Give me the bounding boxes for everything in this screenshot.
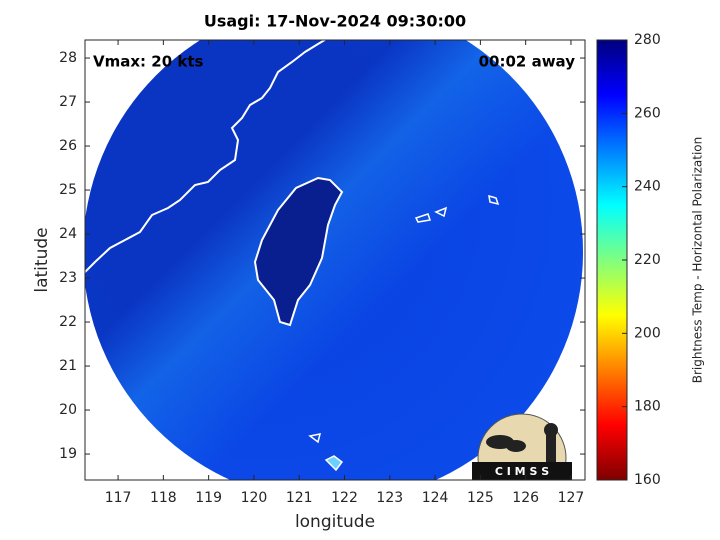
colorbar-tick-label: 220 bbox=[634, 252, 661, 268]
y-tick-label: 27 bbox=[59, 94, 77, 110]
annotation: 00:02 away bbox=[479, 53, 576, 71]
y-tick-label: 22 bbox=[59, 314, 77, 330]
x-tick-label: 127 bbox=[558, 490, 585, 506]
y-tick-label: 20 bbox=[59, 402, 77, 418]
x-tick-label: 124 bbox=[422, 490, 449, 506]
y-tick-label: 23 bbox=[59, 270, 77, 286]
y-tick-label: 26 bbox=[59, 138, 77, 154]
colorbar-tick-label: 200 bbox=[634, 325, 661, 341]
x-tick-label: 120 bbox=[241, 490, 268, 506]
colorbar-tick-label: 180 bbox=[634, 399, 661, 415]
colorbar-tick-label: 280 bbox=[634, 32, 661, 48]
y-axis-label: latitude bbox=[32, 227, 52, 292]
taiwan bbox=[253, 176, 344, 327]
plot-frame bbox=[84, 39, 586, 481]
colorbar-label: Brightness Temp - Horizontal Polarizatio… bbox=[691, 137, 705, 384]
y-tick-label: 21 bbox=[59, 358, 77, 374]
y-tick-label: 24 bbox=[59, 226, 77, 242]
logo-text: C I M S S bbox=[495, 465, 549, 478]
imagery: C I M S S bbox=[85, 40, 585, 480]
y-tick-label: 19 bbox=[59, 446, 77, 462]
colorbar-tick-label: 240 bbox=[634, 179, 661, 195]
x-tick-label: 118 bbox=[150, 490, 177, 506]
x-tick-label: 121 bbox=[286, 490, 313, 506]
y-tick-label: 28 bbox=[59, 50, 77, 66]
annotation: Vmax: 20 kts bbox=[93, 53, 203, 71]
cimss-logo: C I M S S bbox=[472, 413, 572, 480]
x-tick-label: 126 bbox=[512, 490, 539, 506]
y-tick-label: 25 bbox=[59, 182, 77, 198]
x-tick-label: 117 bbox=[105, 490, 132, 506]
x-tick-label: 125 bbox=[467, 490, 494, 506]
colorbar-tick-label: 160 bbox=[634, 472, 661, 488]
x-tick-label: 122 bbox=[331, 490, 358, 506]
x-tick-label: 119 bbox=[195, 490, 222, 506]
x-axis-label: longitude bbox=[295, 512, 375, 532]
coastline bbox=[85, 40, 327, 273]
x-tick-label: 123 bbox=[376, 490, 403, 506]
chart-title: Usagi: 17-Nov-2024 09:30:00 bbox=[204, 12, 466, 31]
colorbar-tick-label: 260 bbox=[634, 105, 661, 121]
